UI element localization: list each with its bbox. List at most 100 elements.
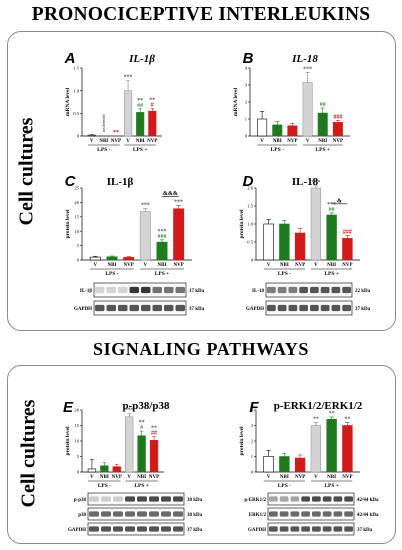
chart-f-blot-kda-1: 42/44 kDa bbox=[357, 513, 379, 518]
chart-e-group-label-2: LPS + bbox=[134, 483, 149, 489]
chart-b-bar-1 bbox=[272, 124, 283, 137]
chart-b-xtick-label: NVP bbox=[333, 139, 343, 144]
chart-e-blot-band-2-2 bbox=[113, 526, 123, 532]
chart-d-ytick-label: 0.5 bbox=[247, 240, 253, 245]
chart-e-xtick-label: NVP bbox=[149, 475, 159, 480]
chart-d-bar-3 bbox=[310, 187, 322, 261]
chart-d-bracket-label: & bbox=[337, 198, 342, 204]
chart-c-blot-band-1-7 bbox=[175, 304, 185, 312]
chart-f-xtick-label: NVP bbox=[295, 475, 305, 480]
chart-d-blot-band-0-4 bbox=[310, 286, 319, 294]
chart-a-annotation-4-0: ** bbox=[137, 98, 143, 104]
chart-e-xtick-label: NBI bbox=[137, 475, 146, 480]
chart-b-ylabel: mRNA level bbox=[233, 87, 239, 116]
chart-f-xtick-label: V bbox=[267, 475, 271, 480]
chart-f-blot-label-2: GAPDH bbox=[248, 528, 266, 533]
chart-c-panel-letter: C bbox=[65, 173, 77, 190]
chart-d-blot-band-1-2 bbox=[288, 304, 298, 312]
chart-a-title: IL-1β bbox=[128, 53, 155, 65]
chart-a-annotation-5-1: # bbox=[151, 102, 154, 108]
chart-f-blot-band-2-5 bbox=[322, 526, 332, 532]
chart-f-blot-kda-0: 42/44 kDa bbox=[357, 498, 379, 503]
chart-c-blot-band-1-0 bbox=[95, 304, 105, 312]
chart-d-blot-band-0-7 bbox=[342, 286, 351, 294]
chart-a-bar-0 bbox=[87, 134, 96, 137]
chart-d-ytick-label: 2.0 bbox=[247, 186, 253, 191]
chart-f-bar-2 bbox=[294, 457, 306, 473]
chart-a-ytick-label: 1.0 bbox=[73, 88, 79, 93]
chart-c-ytick-label: 5 bbox=[77, 243, 80, 248]
chart-e-blot-band-0-3 bbox=[125, 496, 135, 502]
chart-e-blot-band-1-7 bbox=[173, 511, 183, 517]
chart-c-xtick-label: NVP bbox=[124, 263, 134, 268]
chart-d-annotation-3-0: *** bbox=[311, 180, 320, 186]
chart-c-xtick-label: NVP bbox=[174, 263, 184, 268]
chart-f-blot-band-0-5 bbox=[322, 496, 332, 502]
chart-b-xtick-label: V bbox=[260, 139, 264, 144]
chart-a-xtick-label: NVP bbox=[147, 139, 157, 144]
chart-f-blot-band-2-1 bbox=[279, 526, 289, 532]
chart-f-annotation-3-0: ** bbox=[313, 416, 319, 422]
chart-c-xtick-label: NBI bbox=[108, 263, 117, 268]
chart-d-xtick-label: V bbox=[267, 263, 271, 268]
chart-d-blot-band-0-0 bbox=[267, 286, 276, 294]
chart-c-blot-band-0-4 bbox=[141, 286, 151, 294]
chart-b-ytick-label: 3 bbox=[245, 83, 248, 88]
chart-c-blot-label-0: IL-1β bbox=[80, 289, 92, 294]
chart-c-annotation-4-1: ### bbox=[158, 234, 167, 240]
chart-d-panel-letter: D bbox=[243, 173, 254, 190]
chart-c-ytick-label: 0 bbox=[77, 258, 80, 263]
chart-d-group-label-2: LPS + bbox=[324, 271, 339, 277]
chart-e-blot-band-0-2 bbox=[113, 496, 123, 502]
chart-e-xtick-label: NBI bbox=[100, 475, 109, 480]
chart-c-annotation-3-0: *** bbox=[141, 203, 150, 209]
chart-d-group-label-1: LPS - bbox=[278, 271, 291, 277]
chart-f-ytick-label: 3 bbox=[251, 423, 254, 428]
chart-a-annotation-1: not detected bbox=[102, 114, 106, 132]
chart-c-bar-3 bbox=[139, 211, 151, 261]
chart-f-blot-band-1-5 bbox=[322, 511, 332, 517]
chart-c-blot-band-0-1 bbox=[106, 286, 116, 294]
chart-f-blot-band-2-0 bbox=[269, 526, 278, 532]
chart-a-bar-4 bbox=[136, 112, 145, 137]
chart-e-blot-label-1: p38 bbox=[78, 513, 86, 518]
chart-c-bar-1 bbox=[106, 256, 118, 261]
chart-f-blot-band-0-1 bbox=[279, 496, 289, 502]
chart-e-ytick-label: 5 bbox=[77, 454, 80, 459]
chart-d-blot-band-1-0 bbox=[267, 304, 276, 312]
chart-f-blot-band-0-0 bbox=[269, 496, 278, 502]
chart-f-group-label-1: LPS - bbox=[278, 483, 291, 489]
chart-f-blot-band-2-6 bbox=[333, 526, 343, 532]
chart-c-blot-band-0-5 bbox=[152, 286, 162, 294]
chart-e-panel-letter: E bbox=[63, 399, 74, 416]
chart-c-ytick-label: 15 bbox=[74, 214, 79, 219]
chart-f-blot-band-1-3 bbox=[301, 511, 310, 517]
chart-f-blot-band-1-2 bbox=[290, 511, 300, 517]
chart-e-blot-band-1-1 bbox=[101, 511, 111, 517]
chart-f-blot-band-0-7 bbox=[344, 496, 353, 502]
chart-d-blot-label-1: GAPDH bbox=[246, 307, 264, 312]
chart-c-blot-band-0-3 bbox=[129, 286, 139, 294]
chart-f-blot-band-0-2 bbox=[290, 496, 300, 502]
chart-e-ytick-label: 20 bbox=[74, 408, 79, 413]
chart-e-blot-band-2-4 bbox=[137, 526, 147, 532]
chart-f-blot-band-1-1 bbox=[279, 511, 289, 517]
chart-e-blot-kda-1: 38 kDa bbox=[187, 513, 203, 518]
chart-c-xtick-label: NBI bbox=[158, 263, 167, 268]
chart-b-ytick-label: 4 bbox=[245, 66, 248, 71]
chart-e-ylabel: protein level bbox=[65, 426, 71, 456]
chart-a-annotation-4-1: ## bbox=[137, 103, 143, 109]
chart-e-blot-band-1-3 bbox=[125, 511, 135, 517]
chart-e-blot-band-1-5 bbox=[149, 511, 159, 517]
chart-d-bar-0 bbox=[263, 223, 274, 261]
chart-e-blot-frame-1 bbox=[87, 507, 185, 521]
chart-e-title: p-p38/p38 bbox=[122, 400, 170, 412]
chart-f-bar-1 bbox=[279, 456, 290, 473]
chart-e-bar-4 bbox=[137, 435, 146, 473]
chart-f-blot-band-1-7 bbox=[344, 511, 353, 517]
chart-c-bar-5 bbox=[173, 208, 185, 261]
section-title-signaling: SIGNALING PATHWAYS bbox=[92, 339, 310, 359]
chart-d-blot-frame-1 bbox=[265, 300, 353, 316]
chart-e-blot-band-0-5 bbox=[149, 496, 159, 502]
chart-c-bracket-label: &&& bbox=[163, 191, 178, 197]
